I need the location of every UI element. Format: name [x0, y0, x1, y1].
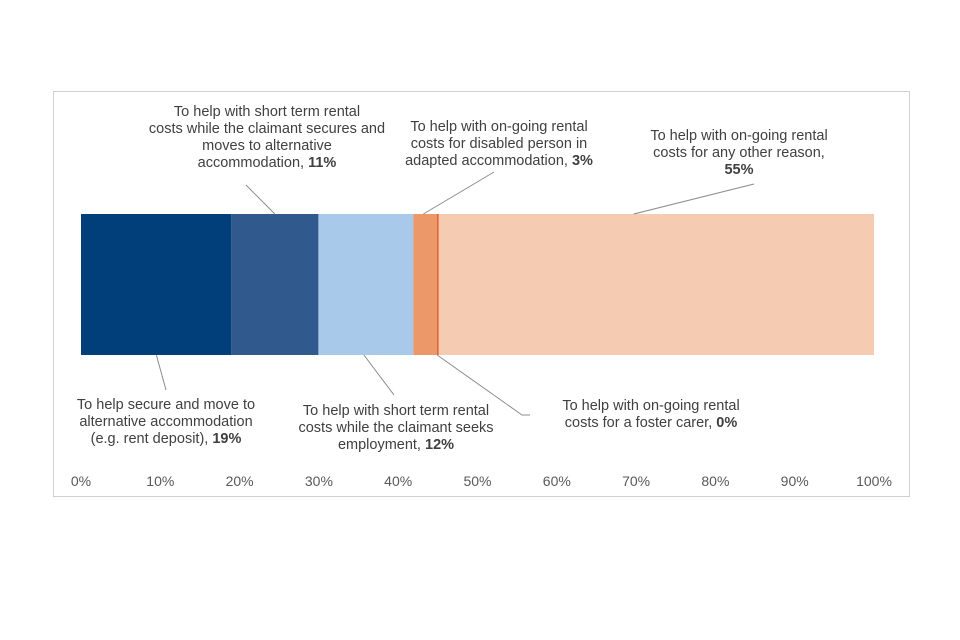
- label-line: costs for any other reason,: [653, 145, 825, 161]
- label-short-term-employment: To help with short term rental costs whi…: [276, 403, 516, 454]
- label-other-reason: To help with on-going rental costs for a…: [619, 128, 859, 179]
- value-label: 55%: [724, 162, 754, 178]
- leader-line-5: [633, 183, 755, 215]
- x-tick-label: 70%: [622, 473, 650, 489]
- x-tick-label: 100%: [856, 473, 892, 489]
- label-line: costs for disabled person in: [410, 136, 588, 152]
- label-line: costs for a foster carer, 0%: [564, 415, 738, 431]
- label-line: To help with on-going rental: [650, 128, 828, 144]
- chart-frame: 0% 10% 20% 30% 40% 50% 60% 70% 80% 90% 100% To hel…: [53, 91, 910, 497]
- x-tick-label: 90%: [781, 473, 809, 489]
- leader-line-0: [155, 354, 167, 391]
- label-line: employment, 12%: [337, 437, 455, 453]
- value-label: 11%: [308, 155, 337, 171]
- leader-line-1: [245, 184, 276, 215]
- chart-svg: 0% 10% 20% 30% 40% 50% 60% 70% 80% 90% 100%: [71, 171, 892, 489]
- x-tick-label: 30%: [305, 473, 333, 489]
- x-tick-label: 40%: [384, 473, 412, 489]
- leader-line-3: [423, 171, 495, 215]
- label-disabled-adapted: To help with on-going rental costs for d…: [374, 119, 624, 170]
- label-line: To help with on-going rental: [410, 119, 588, 135]
- x-tick-label: 60%: [543, 473, 571, 489]
- leader-line-2: [363, 354, 395, 396]
- bar-segment-2: [318, 214, 414, 355]
- label-secure-move: To help secure and move to alternative a…: [51, 397, 281, 448]
- x-tick-label: 20%: [226, 473, 254, 489]
- x-tick-label: 10%: [146, 473, 174, 489]
- x-tick-label: 50%: [463, 473, 491, 489]
- bar-segment-1: [231, 214, 319, 355]
- label-line: To help with short term rental: [302, 403, 490, 419]
- value-label: 3%: [571, 153, 593, 169]
- label-line: adapted accommodation, 3%: [405, 153, 593, 169]
- bar-segment-5: [438, 214, 874, 355]
- label-line: To help secure and move to: [76, 397, 256, 413]
- label-line: accommodation, 11%: [197, 155, 337, 171]
- label-line: costs while the claimant seeks: [298, 420, 494, 436]
- x-tick-label: 80%: [701, 473, 729, 489]
- value-label: 0%: [716, 415, 738, 431]
- label-line: To help with short term rental: [173, 104, 361, 120]
- bar-segment-3: [413, 214, 438, 355]
- leader-line-4: [436, 354, 530, 416]
- label-short-term-secures: To help with short term rental costs whi…: [97, 104, 437, 172]
- label-line: moves to alternative: [202, 138, 332, 154]
- value-label: 12%: [425, 437, 455, 453]
- label-line: To help with on-going rental: [562, 398, 740, 414]
- value-label: 19%: [212, 431, 242, 447]
- bar-segment-0: [81, 214, 232, 355]
- label-foster-carer: To help with on-going rental costs for a…: [531, 398, 771, 432]
- label-line: 55%: [619, 162, 859, 179]
- label-line: (e.g. rent deposit), 19%: [90, 431, 242, 447]
- label-line: alternative accommodation: [79, 414, 253, 430]
- label-line: costs while the claimant secures and: [148, 121, 386, 137]
- bar-segment-4: [437, 214, 439, 355]
- x-tick-label: 0%: [71, 473, 91, 489]
